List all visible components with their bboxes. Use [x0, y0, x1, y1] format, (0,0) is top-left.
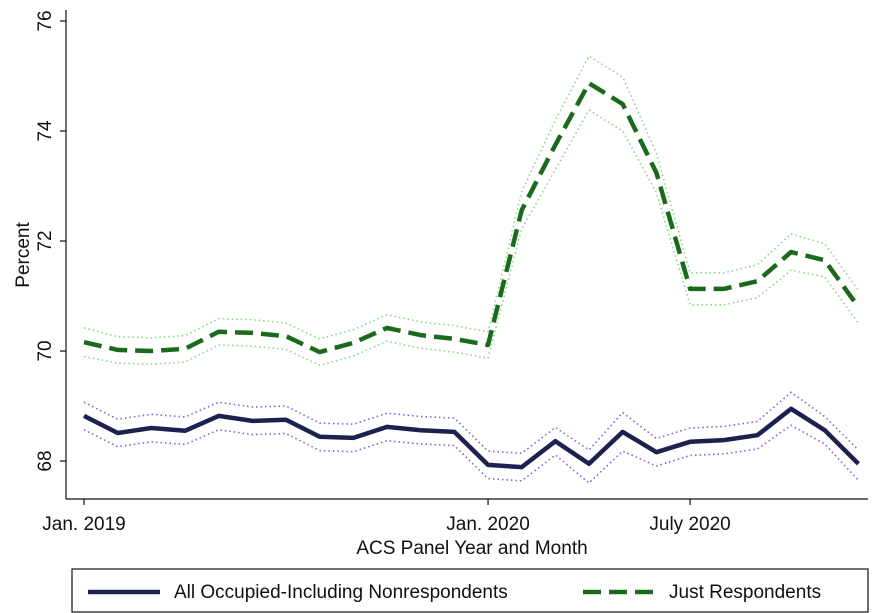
y-tick-label: 70 — [35, 340, 56, 361]
y-tick-label: 72 — [35, 230, 56, 251]
x-tick-label: Jan. 2019 — [42, 514, 125, 535]
x-axis-title: ACS Panel Year and Month — [356, 538, 587, 559]
ci-line — [83, 391, 859, 455]
x-tick-label: Jan. 2020 — [446, 514, 529, 535]
ci-line — [83, 108, 860, 367]
legend-box — [71, 568, 869, 613]
ci-line — [83, 424, 859, 485]
series-line — [83, 80, 861, 355]
legend-label: All Occupied-Including Nonrespondents — [174, 582, 508, 603]
ci-line — [83, 55, 860, 340]
legend-label: Just Respondents — [669, 582, 821, 603]
y-tick-label: 74 — [35, 120, 56, 142]
series-line — [82, 406, 860, 470]
y-tick-label: 76 — [35, 10, 56, 31]
y-tick-label: 68 — [35, 450, 56, 471]
y-axis-title: Percent — [13, 222, 34, 288]
x-tick-label: July 2020 — [649, 514, 730, 535]
